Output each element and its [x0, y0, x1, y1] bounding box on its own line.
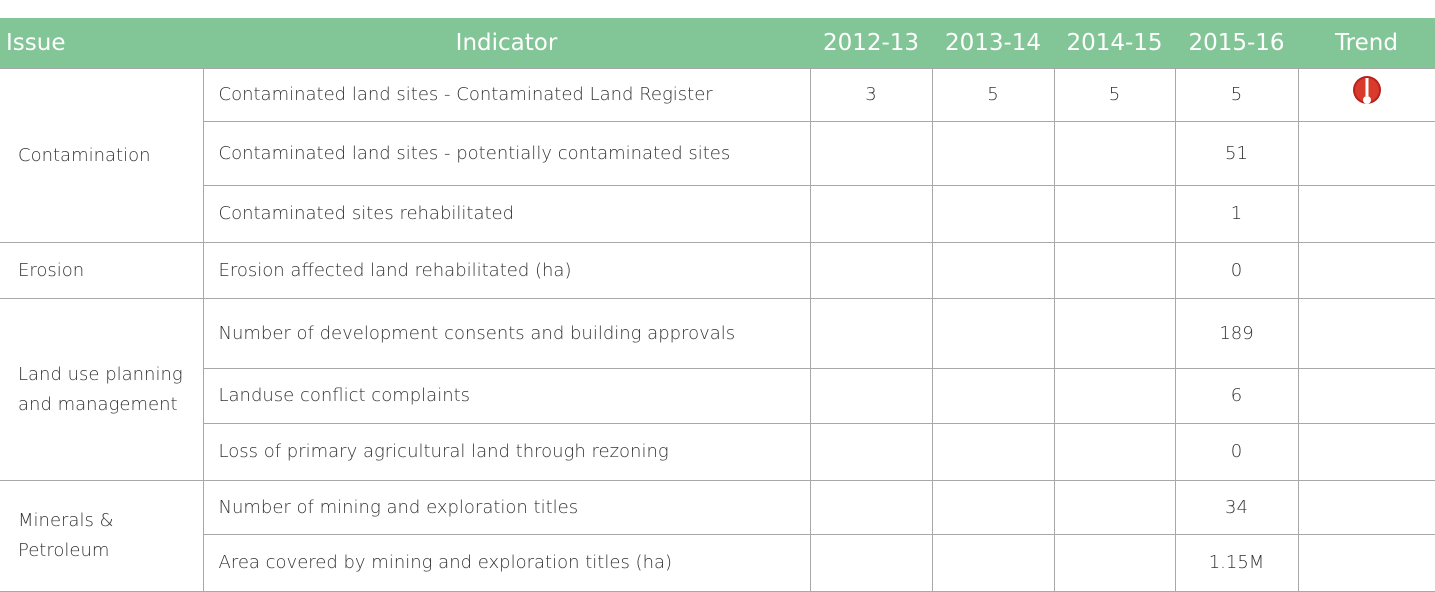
indicator-cell: Contaminated land sites - Contaminated L…: [202, 68, 811, 122]
trend-icon: [1352, 76, 1381, 104]
value-cell: 5: [1053, 68, 1176, 122]
value-cell: 3: [809, 68, 933, 122]
indicator-cell: Contaminated sites rehabilitated: [202, 185, 811, 243]
indicator-table: Issue Indicator 2012-13 2013-14 2014-15 2015-…: [0, 18, 1435, 592]
value-cell: [931, 534, 1055, 592]
header-cell: Indicator: [203, 18, 810, 69]
value-cell: 0: [1174, 423, 1299, 481]
value-cell: 189: [1174, 298, 1299, 369]
value-cell: 5: [1174, 68, 1299, 122]
issue-cell: Erosion: [0, 242, 204, 299]
value-cell: 1: [1174, 185, 1299, 243]
header-row: Issue Indicator 2012-13 2013-14 2014-15 2015-…: [0, 18, 1435, 69]
header-cell: 2013-14: [932, 18, 1054, 69]
value-cell: [809, 368, 933, 424]
trend-cell: [1297, 298, 1435, 369]
trend-cell: [1297, 423, 1435, 481]
value-cell: [1053, 480, 1176, 535]
header-cell: Trend: [1298, 18, 1435, 69]
value-cell: [1053, 185, 1176, 243]
header-cell: 2014-15: [1054, 18, 1175, 69]
value-cell: [931, 121, 1055, 186]
indicator-cell: Landuse conflict complaints: [202, 368, 811, 424]
trend-cell: [1297, 121, 1435, 186]
value-cell: 5: [931, 68, 1055, 122]
value-cell: 1.15M: [1174, 534, 1299, 592]
value-cell: [931, 368, 1055, 424]
value-cell: [809, 242, 933, 299]
issue-cell: Minerals & Petroleum: [0, 480, 204, 592]
value-cell: [809, 423, 933, 481]
table-wrap: Issue Indicator 2012-13 2013-14 2014-15 2015-…: [0, 18, 1435, 592]
indicator-cell: Area covered by mining and exploration t…: [202, 534, 811, 592]
indicator-cell: Loss of primary agricultural land throug…: [202, 423, 811, 481]
issue-cell: Land use planning and management: [0, 298, 204, 481]
table-row: Contamination Contaminated land sites - C…: [0, 68, 1435, 243]
value-cell: [1053, 423, 1176, 481]
table-row: Landuse conflict complaints 6: [0, 368, 1435, 424]
table-row: Area covered by mining and exploration t…: [0, 534, 1435, 592]
indicator-cell: Number of development consents and build…: [202, 298, 811, 369]
table-row: Minerals & Petroleum Number of mining and…: [0, 480, 1435, 592]
table-row: Land use planning and management Number o…: [0, 298, 1435, 481]
value-cell: [1053, 534, 1176, 592]
value-cell: [931, 298, 1055, 369]
value-cell: [1053, 121, 1176, 186]
trend-cell: [1297, 534, 1435, 592]
table-row: Contaminated sites rehabilitated 1: [0, 185, 1435, 243]
issue-cell: Contamination: [0, 68, 204, 243]
value-cell: [931, 423, 1055, 481]
value-cell: [931, 242, 1055, 299]
header-cell: 2012-13: [810, 18, 932, 69]
value-cell: [931, 480, 1055, 535]
value-cell: [1053, 368, 1176, 424]
value-cell: [809, 534, 933, 592]
value-cell: [1053, 242, 1176, 299]
value-cell: [809, 121, 933, 186]
trend-cell: [1297, 480, 1435, 535]
table-body: Contamination Contaminated land sites - C…: [0, 68, 1435, 592]
trend-cell: [1297, 242, 1435, 299]
value-cell: [809, 480, 933, 535]
indicator-cell: Erosion affected land rehabilitated (ha): [202, 242, 811, 299]
trend-cell: [1297, 68, 1435, 122]
table-row: Erosion Erosion affected land rehabilitat…: [0, 242, 1435, 299]
value-cell: 6: [1174, 368, 1299, 424]
trend-cell: [1297, 368, 1435, 424]
trend-cell: [1297, 185, 1435, 243]
indicator-cell: Number of mining and exploration titles: [202, 480, 811, 535]
header-cell: 2015-16: [1175, 18, 1298, 69]
value-cell: 0: [1174, 242, 1299, 299]
header-cell: Issue: [0, 18, 203, 69]
value-cell: [809, 185, 933, 243]
value-cell: 51: [1174, 121, 1299, 186]
value-cell: [931, 185, 1055, 243]
table-row: Loss of primary agricultural land throug…: [0, 423, 1435, 481]
value-cell: [809, 298, 933, 369]
value-cell: 34: [1174, 480, 1299, 535]
table-row: Contaminated land sites - potentially co…: [0, 121, 1435, 186]
value-cell: [1053, 298, 1176, 369]
indicator-cell: Contaminated land sites - potentially co…: [202, 121, 811, 186]
